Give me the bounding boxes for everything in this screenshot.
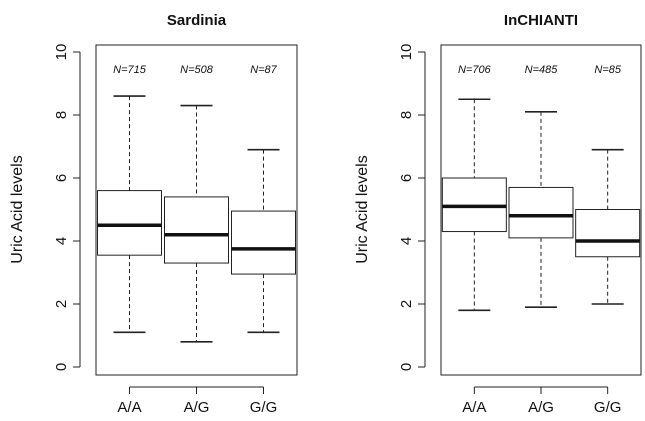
inchianti-box: [575, 209, 641, 258]
inchianti-chart-title: InCHIANTI: [504, 12, 578, 29]
sardinia-count-label: N=508: [180, 64, 214, 76]
inchianti-box: [508, 186, 574, 239]
inchianti-y-tick-label: 2: [398, 300, 415, 308]
inchianti-y-tick-label: 0: [398, 363, 415, 371]
sardinia-category-label: A/A: [117, 399, 141, 416]
sardinia-y-tick-label: 10: [53, 44, 70, 61]
sardinia-category-label: A/G: [184, 399, 210, 416]
sardinia-y-tick-label: 8: [53, 111, 70, 119]
inchianti-category-label: G/G: [594, 399, 622, 416]
sardinia-box: [97, 190, 162, 256]
inchianti-plot-frame: [440, 44, 642, 376]
sardinia-count-label: N=87: [250, 64, 277, 76]
sardinia-plot-frame: [95, 44, 298, 376]
inchianti-y-tick-label: 10: [398, 44, 415, 61]
inchianti-count-label: N=85: [594, 64, 621, 76]
inchianti-category-label: A/A: [462, 399, 486, 416]
sardinia-box: [164, 196, 229, 264]
sardinia-count-label: N=715: [113, 64, 147, 76]
sardinia-box: [231, 210, 296, 275]
inchianti-y-tick-label: 4: [398, 237, 415, 245]
inchianti-category-label: A/G: [528, 399, 554, 416]
inchianti-count-label: N=485: [525, 64, 559, 76]
inchianti-y-axis-label: Uric Acid levels: [354, 155, 371, 263]
sardinia-category-label: G/G: [250, 399, 278, 416]
inchianti-y-tick-label: 6: [398, 174, 415, 182]
inchianti-count-label: N=706: [458, 64, 492, 76]
sardinia-y-tick-label: 6: [53, 174, 70, 182]
sardinia-chart-title: Sardinia: [167, 12, 227, 29]
sardinia-y-tick-label: 2: [53, 300, 70, 308]
sardinia-y-axis-label: Uric Acid levels: [9, 155, 26, 263]
inchianti-y-tick-label: 8: [398, 111, 415, 119]
sardinia-y-tick-label: 0: [53, 363, 70, 371]
sardinia-y-tick-label: 4: [53, 237, 70, 245]
